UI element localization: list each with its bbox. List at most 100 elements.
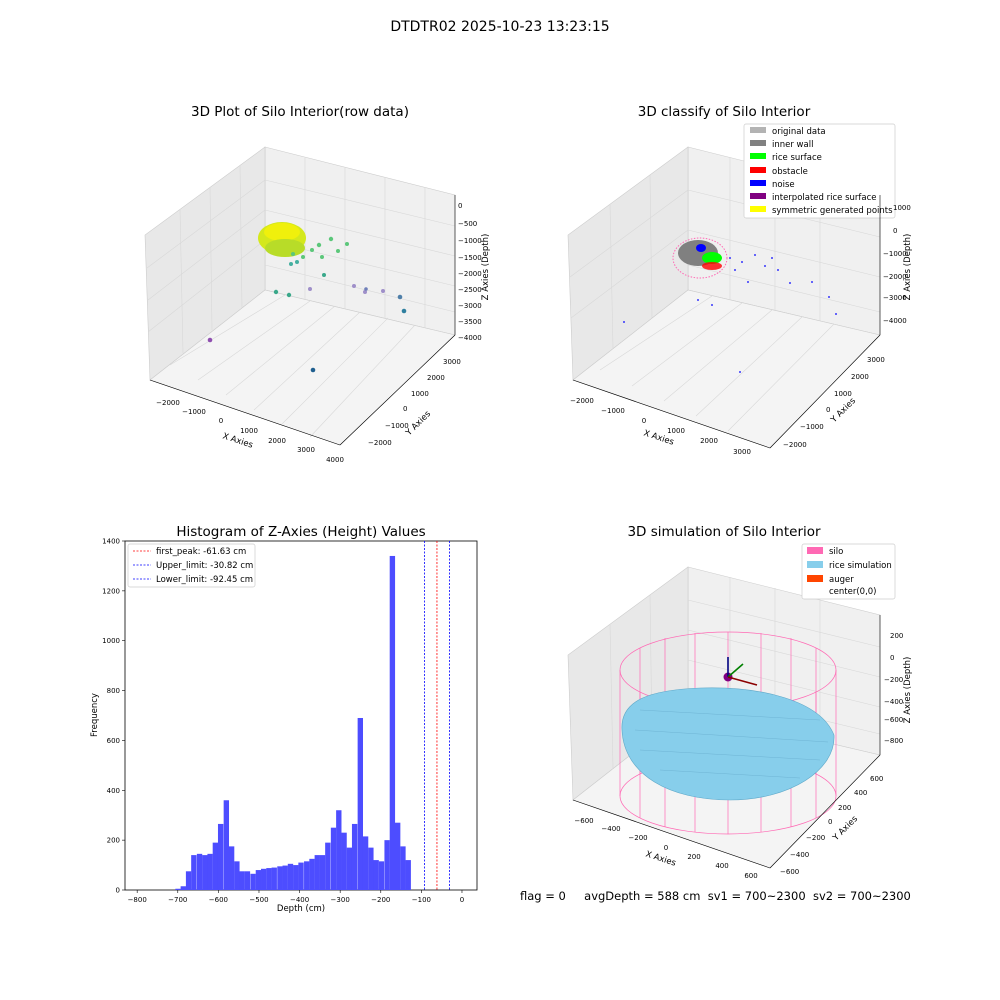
svg-text:3000: 3000 [733, 448, 751, 456]
svg-text:200: 200 [890, 632, 903, 640]
y-tick-label: 0 [116, 887, 120, 895]
histogram-bar [400, 846, 406, 890]
legend-item-rice-simulation: rice simulation [807, 561, 892, 571]
x-tick-label: −400 [290, 896, 309, 904]
svg-text:0: 0 [828, 818, 832, 826]
svg-text:Z Axies (Depth): Z Axies (Depth) [903, 657, 913, 724]
histogram-bar [325, 842, 331, 890]
svg-text:Z Axies (Depth): Z Axies (Depth) [903, 234, 913, 301]
sv1-text: sv1 = 700~2300 [707, 889, 806, 903]
svg-text:0: 0 [219, 417, 223, 425]
svg-text:1000: 1000 [411, 390, 429, 398]
histogram-bar [368, 847, 374, 890]
panel-simulation-title: 3D simulation of Silo Interior [627, 524, 821, 540]
histogram-bar [250, 873, 256, 890]
svg-text:−1500: −1500 [458, 254, 482, 262]
noise-cluster [696, 244, 706, 252]
histogram-bar [196, 853, 203, 890]
histogram-bar [362, 836, 369, 890]
svg-text:noise: noise [772, 180, 795, 190]
simulation-z-axis: 200 0 −200 −400 −600 −800 Z Axies (Depth… [879, 615, 913, 755]
grid-lines [569, 157, 881, 432]
svg-text:−2000: −2000 [368, 439, 392, 447]
histogram-bar [271, 867, 277, 890]
avg-depth-text: avgDepth = 588 cm [584, 889, 701, 903]
histogram-bar [293, 865, 299, 890]
svg-text:0: 0 [403, 405, 407, 413]
histogram-bar [244, 871, 251, 890]
panel-raw-title: 3D Plot of Silo Interior(row data) [191, 104, 409, 120]
svg-text:−3000: −3000 [458, 302, 482, 310]
y-tick-label: 800 [107, 687, 120, 695]
svg-text:−2500: −2500 [458, 286, 482, 294]
legend-item-center: center(0,0) [807, 587, 877, 597]
svg-text:200: 200 [838, 804, 851, 812]
dense-cluster-ring [264, 223, 300, 241]
svg-text:−400: −400 [601, 825, 620, 833]
svg-text:−600: −600 [780, 868, 799, 876]
histogram-panel: Histogram of Z-Axies (Height) Values −80… [90, 524, 478, 914]
x-tick-label: −600 [209, 896, 228, 904]
legend-item-interpolated-rice-surface: interpolated rice surface [750, 193, 877, 203]
svg-text:Lower_limit: -92.45 cm: Lower_limit: -92.45 cm [156, 575, 253, 585]
histogram-bar [389, 555, 396, 890]
x-tick-label: −700 [168, 896, 187, 904]
histogram-bar [223, 800, 230, 890]
svg-text:−1000: −1000 [182, 408, 206, 416]
x-tick-label: −100 [412, 896, 431, 904]
svg-text:−2000: −2000 [458, 270, 482, 278]
noise-points [623, 254, 837, 373]
y-tick-label: 1200 [102, 587, 120, 595]
panel-classify-title: 3D classify of Silo Interior [638, 104, 811, 120]
histogram-bar [277, 866, 283, 890]
histogram-bar [175, 888, 181, 890]
svg-text:2000: 2000 [427, 374, 445, 382]
status-footer: flag = 0 avgDepth = 588 cm sv1 = 700~230… [520, 889, 911, 903]
histogram-bar [266, 868, 272, 890]
histogram-bar [394, 822, 401, 890]
legend-item-first-peak: first_peak: -61.63 cm [133, 547, 246, 557]
histogram-xlabel: Depth (cm) [277, 904, 325, 914]
legend-item-obstacle: obstacle [750, 167, 808, 177]
histogram-bar [309, 858, 315, 890]
svg-text:−1000: −1000 [601, 407, 625, 415]
svg-text:1000: 1000 [240, 427, 258, 435]
histogram-ref-lines [424, 541, 450, 890]
histogram-bar [346, 847, 353, 890]
svg-text:0: 0 [890, 654, 894, 662]
svg-text:Upper_limit: -30.82 cm: Upper_limit: -30.82 cm [156, 561, 253, 571]
x-tick-label: −200 [371, 896, 390, 904]
svg-text:0: 0 [664, 844, 668, 852]
svg-text:−600: −600 [884, 716, 903, 724]
obstacle-cloud [702, 262, 722, 270]
svg-text:silo: silo [829, 547, 843, 557]
svg-text:center(0,0): center(0,0) [829, 587, 877, 597]
svg-text:−3000: −3000 [883, 294, 907, 302]
histogram-bar [185, 871, 192, 890]
histogram-bar [357, 717, 363, 890]
svg-text:2000: 2000 [268, 437, 286, 445]
rice-simulation-surface [621, 687, 835, 801]
histogram-bar [202, 855, 208, 890]
histogram-y-ticks: 0 200 400 600 800 1000 1200 1400 [102, 538, 125, 895]
svg-text:X Axies: X Axies [644, 849, 677, 868]
svg-text:−1000: −1000 [800, 423, 824, 431]
histogram-ylabel: Frequency [90, 693, 100, 737]
histogram-bar [287, 863, 294, 890]
svg-text:−800: −800 [884, 737, 903, 745]
x-tick-label: −300 [331, 896, 350, 904]
histogram-bar [336, 810, 342, 890]
histogram-bar [207, 853, 213, 890]
histogram-bar [261, 868, 267, 890]
histogram-title: Histogram of Z-Axies (Height) Values [176, 524, 425, 540]
svg-text:−600: −600 [574, 817, 593, 825]
svg-text:Y Axies: Y Axies [830, 814, 860, 844]
sv2-text: sv2 = 700~2300 [812, 889, 911, 903]
svg-text:−2000: −2000 [570, 397, 594, 405]
histogram-plot-area [124, 540, 478, 891]
svg-text:−2000: −2000 [156, 399, 180, 407]
svg-text:3000: 3000 [867, 356, 885, 364]
svg-text:−1000: −1000 [458, 237, 482, 245]
svg-text:1000: 1000 [834, 390, 852, 398]
